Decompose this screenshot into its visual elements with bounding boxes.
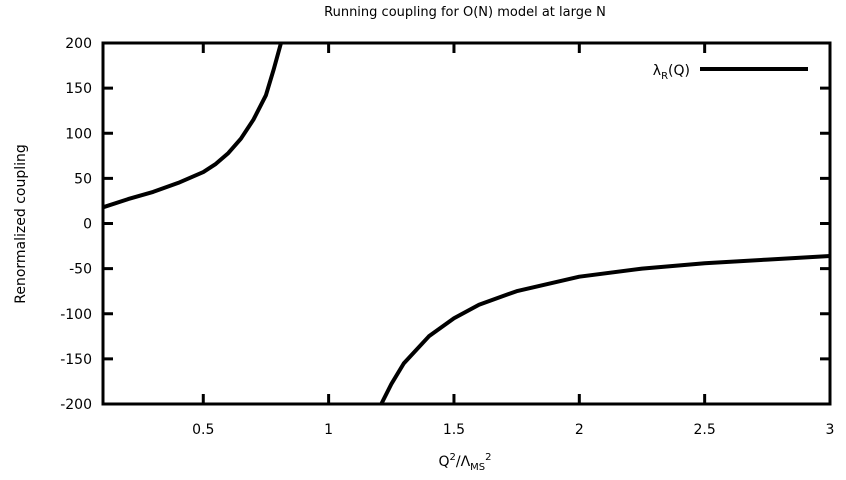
legend-label-rest: (Q) xyxy=(668,63,690,79)
y-tick-label: -150 xyxy=(60,352,92,368)
y-tick-label: 200 xyxy=(65,36,92,52)
series-line-segment-2 xyxy=(381,256,830,404)
x-axis-label-mid: /Λ xyxy=(456,454,471,470)
y-tick-label: -50 xyxy=(69,262,92,278)
x-tick-label: 0.5 xyxy=(192,422,214,438)
legend: λR(Q) xyxy=(653,63,808,82)
x-tick-label: 2.5 xyxy=(694,422,716,438)
x-axis-label: Q2/ΛMS2 xyxy=(438,452,491,473)
y-axis-title: Renormalized coupling xyxy=(13,144,29,304)
series-line-segment-1 xyxy=(103,43,281,207)
y-tick-label: -200 xyxy=(60,397,92,413)
legend-label-sub: R xyxy=(661,71,668,82)
y-axis-label: Renormalized coupling xyxy=(13,144,29,304)
x-tick-label: 2 xyxy=(575,422,584,438)
y-tick-label: 50 xyxy=(74,171,92,187)
x-tick-label: 3 xyxy=(826,422,835,438)
legend-label: λR(Q) xyxy=(653,63,690,82)
x-tick-label: 1.5 xyxy=(443,422,465,438)
x-axis-label-base: Q xyxy=(438,454,449,470)
y-tick-label: -100 xyxy=(60,307,92,323)
legend-label-base: λ xyxy=(653,63,661,79)
x-axis-label-sub: MS xyxy=(470,462,485,473)
chart-title: Running coupling for O(N) model at large… xyxy=(324,5,606,20)
plot-area xyxy=(103,43,830,404)
y-tick-label: 100 xyxy=(65,126,92,142)
y-tick-label: 150 xyxy=(65,81,92,97)
x-tick-label: 1 xyxy=(324,422,333,438)
y-axis-ticks: 200 150 100 50 0 -50 -100 -150 -200 xyxy=(60,36,830,413)
x-axis-ticks: 0.5 1 1.5 2 2.5 3 xyxy=(192,43,834,438)
plot-frame xyxy=(103,43,830,404)
y-tick-label: 0 xyxy=(83,217,92,233)
x-axis-label-sup2: 2 xyxy=(485,452,491,463)
